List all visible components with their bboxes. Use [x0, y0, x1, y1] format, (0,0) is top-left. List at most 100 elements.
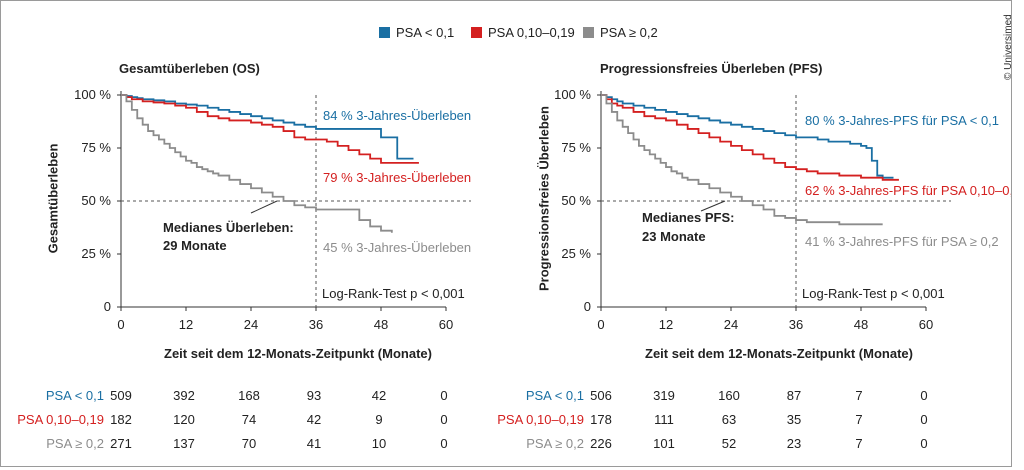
pfs-xlabel: Zeit seit dem 12-Monats-Zeitpunkt (Monat…: [645, 346, 913, 361]
pfs-series-1-line: [601, 94, 899, 181]
pfs-series-0-line: [601, 94, 894, 179]
os-chart: 0 12 24 36 48 60 0 25 % 50 % 75 % 100 % 84 % 3-Jahr…: [17, 87, 1011, 451]
pfs-risk-row-label-2: PSA ≥ 0,2: [526, 436, 584, 451]
os-risk-cell-1-0: 182: [110, 412, 132, 427]
os-risk-cell-2-1: 137: [173, 436, 195, 451]
os-risk-cell-1-3: 42: [307, 412, 321, 427]
os-risk-cell-2-4: 10: [372, 436, 386, 451]
legend-label-psa-high: PSA ≥ 0,2: [600, 25, 658, 40]
os-y-tick-label-2: 50 %: [81, 193, 111, 208]
os-median-pointer: [250, 200, 278, 214]
pfs-annotation-3: Medianes PFS:: [642, 210, 734, 225]
pfs-risk-cell-0-0: 506: [590, 388, 612, 403]
os-title: Gesamtüberleben (OS): [119, 61, 260, 76]
os-x-tick-label-2: 24: [244, 317, 258, 332]
os-series-0-line: [121, 94, 414, 160]
os-annotation-3: Medianes Überleben:: [163, 220, 294, 235]
pfs-risk-cell-2-5: 0: [920, 436, 927, 451]
os-risk-cell-2-2: 70: [242, 436, 256, 451]
legend-item-psa-high: PSA ≥ 0,2: [583, 25, 658, 40]
os-risk-cell-0-2: 168: [238, 388, 260, 403]
pfs-risk-cell-2-4: 7: [855, 436, 862, 451]
os-xlabel: Zeit seit dem 12-Monats-Zeitpunkt (Monat…: [164, 346, 432, 361]
pfs-x-tick-label-0: 0: [597, 317, 604, 332]
os-risk-cell-1-1: 120: [173, 412, 195, 427]
pfs-x-tick-label-5: 60: [919, 317, 933, 332]
os-y-tick-label-1: 25 %: [81, 246, 111, 261]
os-series-1-line: [121, 94, 419, 164]
os-annotation-4: 29 Monate: [163, 238, 227, 253]
os-risk-cell-0-3: 93: [307, 388, 321, 403]
pfs-risk-cell-1-3: 35: [787, 412, 801, 427]
os-risk-row-label-0: PSA < 0,1: [46, 388, 104, 403]
pfs-series-2-line: [601, 94, 883, 226]
os-x-tick-label-4: 48: [374, 317, 388, 332]
os-risk-cell-0-1: 392: [173, 388, 195, 403]
os-y-tick-label-3: 75 %: [81, 140, 111, 155]
os-risk-cell-1-2: 74: [242, 412, 256, 427]
pfs-risk-cell-0-4: 7: [855, 388, 862, 403]
pfs-risk-cell-0-5: 0: [920, 388, 927, 403]
os-x-tick-label-0: 0: [117, 317, 124, 332]
pfs-y-tick-label-3: 75 %: [561, 140, 591, 155]
os-risk-cell-2-5: 0: [440, 436, 447, 451]
os-x-tick-label-1: 12: [179, 317, 193, 332]
copyright-text: © Universimed: [1003, 14, 1014, 80]
os-risk-cell-2-0: 271: [110, 436, 132, 451]
pfs-risk-cell-2-0: 226: [590, 436, 612, 451]
os-risk-cell-2-3: 41: [307, 436, 321, 451]
os-y-tick-label-0: 0: [104, 299, 111, 314]
pfs-risk-cell-1-1: 111: [654, 412, 674, 427]
pfs-risk-cell-1-2: 63: [722, 412, 736, 427]
legend-swatch-psa-high: [583, 27, 594, 38]
pfs-annotation-0: 80 % 3-Jahres-PFS für PSA < 0,1: [805, 113, 999, 128]
os-annotation-5: Log-Rank-Test p < 0,001: [322, 286, 465, 301]
os-annotation-2: 45 % 3-Jahres-Überleben: [323, 240, 471, 255]
os-x-tick-label-3: 36: [309, 317, 323, 332]
pfs-risk-cell-0-1: 319: [653, 388, 675, 403]
pfs-annotation-5: Log-Rank-Test p < 0,001: [802, 286, 945, 301]
legend-swatch-psa-mid: [471, 27, 482, 38]
pfs-y-tick-label-2: 50 %: [561, 193, 591, 208]
os-x-tick-label-5: 60: [439, 317, 453, 332]
os-annotation-0: 84 % 3-Jahres-Überleben: [323, 108, 471, 123]
pfs-risk-cell-2-2: 52: [722, 436, 736, 451]
pfs-annotation-1: 62 % 3-Jahres-PFS für PSA 0,10–0,19: [805, 183, 1011, 198]
legend-label-psa-low: PSA < 0,1: [396, 25, 455, 40]
pfs-risk-row-label-1: PSA 0,10–0,19: [497, 412, 584, 427]
os-annotation-1: 79 % 3-Jahres-Überleben: [323, 170, 471, 185]
pfs-risk-cell-1-5: 0: [920, 412, 927, 427]
pfs-x-tick-label-2: 24: [724, 317, 738, 332]
pfs-risk-cell-1-4: 7: [855, 412, 862, 427]
pfs-x-tick-label-4: 48: [854, 317, 868, 332]
os-series-2-line: [121, 94, 393, 233]
os-risk-row-label-2: PSA ≥ 0,2: [46, 436, 104, 451]
copyright-notice: © Universimed: [1003, 14, 1014, 80]
pfs-title: Progressionsfreies Überleben (PFS): [600, 61, 823, 76]
os-risk-cell-1-5: 0: [440, 412, 447, 427]
pfs-risk-cell-2-3: 23: [787, 436, 801, 451]
os-risk-cell-0-4: 42: [372, 388, 386, 403]
os-risk-cell-1-4: 9: [375, 412, 382, 427]
legend-label-psa-mid: PSA 0,10–0,19: [488, 25, 575, 40]
os-risk-cell-0-0: 509: [110, 388, 132, 403]
pfs-risk-cell-0-3: 87: [787, 388, 801, 403]
pfs-y-tick-label-0: 0: [584, 299, 591, 314]
os-risk-row-label-1: PSA 0,10–0,19: [17, 412, 104, 427]
pfs-y-tick-label-1: 25 %: [561, 246, 591, 261]
pfs-risk-row-label-0: PSA < 0,1: [526, 388, 584, 403]
legend-item-psa-low: PSA < 0,1: [379, 25, 454, 40]
pfs-annotation-4: 23 Monate: [642, 229, 706, 244]
pfs-median-pointer: [700, 200, 726, 212]
pfs-risk-cell-1-0: 178: [590, 412, 612, 427]
pfs-risk-cell-0-2: 160: [718, 388, 740, 403]
pfs-x-tick-label-1: 12: [659, 317, 673, 332]
pfs-annotation-2: 41 % 3-Jahres-PFS für PSA ≥ 0,2: [805, 234, 999, 249]
pfs-risk-cell-2-1: 101: [653, 436, 675, 451]
legend-swatch-psa-low: [379, 27, 390, 38]
os-y-tick-label-4: 100 %: [74, 87, 111, 102]
pfs-x-tick-label-3: 36: [789, 317, 803, 332]
legend-item-psa-mid: PSA 0,10–0,19: [471, 25, 575, 40]
os-risk-cell-0-5: 0: [440, 388, 447, 403]
